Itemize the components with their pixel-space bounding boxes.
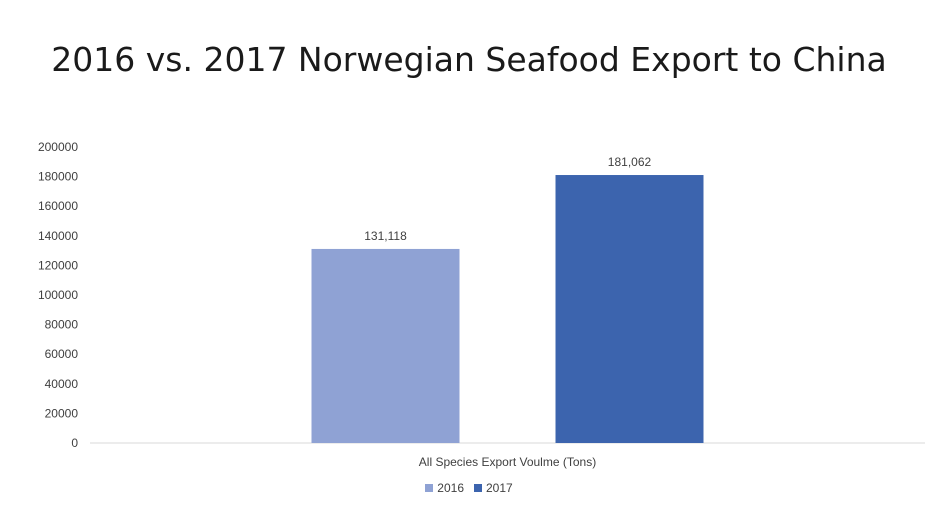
- data-label-2017: 181,062: [608, 155, 652, 169]
- y-tick-label: 20000: [45, 406, 79, 420]
- y-tick-label: 60000: [45, 347, 79, 361]
- chart-title: 2016 vs. 2017 Norwegian Seafood Export t…: [51, 40, 887, 79]
- y-tick-label: 40000: [45, 377, 79, 391]
- legend-item-2017: 2017: [474, 481, 513, 495]
- legend: 2016 2017: [0, 481, 938, 495]
- data-label-2016: 131,118: [364, 229, 407, 243]
- y-tick-label: 80000: [45, 318, 79, 332]
- bar-2016: [311, 248, 460, 443]
- x-category-label: All Species Export Voulme (Tons): [419, 455, 596, 469]
- legend-label: 2017: [486, 481, 513, 495]
- legend-label: 2016: [437, 481, 464, 495]
- legend-swatch: [474, 484, 482, 492]
- y-tick-label: 0: [71, 436, 78, 450]
- y-tick-label: 160000: [38, 199, 78, 213]
- y-tick-label: 100000: [38, 288, 78, 302]
- y-tick-label: 200000: [38, 140, 78, 154]
- y-tick-label: 180000: [38, 170, 78, 184]
- bar-2017: [555, 175, 704, 443]
- legend-swatch: [425, 484, 434, 492]
- y-tick-label: 140000: [38, 229, 78, 243]
- y-tick-label: 120000: [38, 258, 78, 272]
- legend-item-2016: 2016: [425, 481, 464, 495]
